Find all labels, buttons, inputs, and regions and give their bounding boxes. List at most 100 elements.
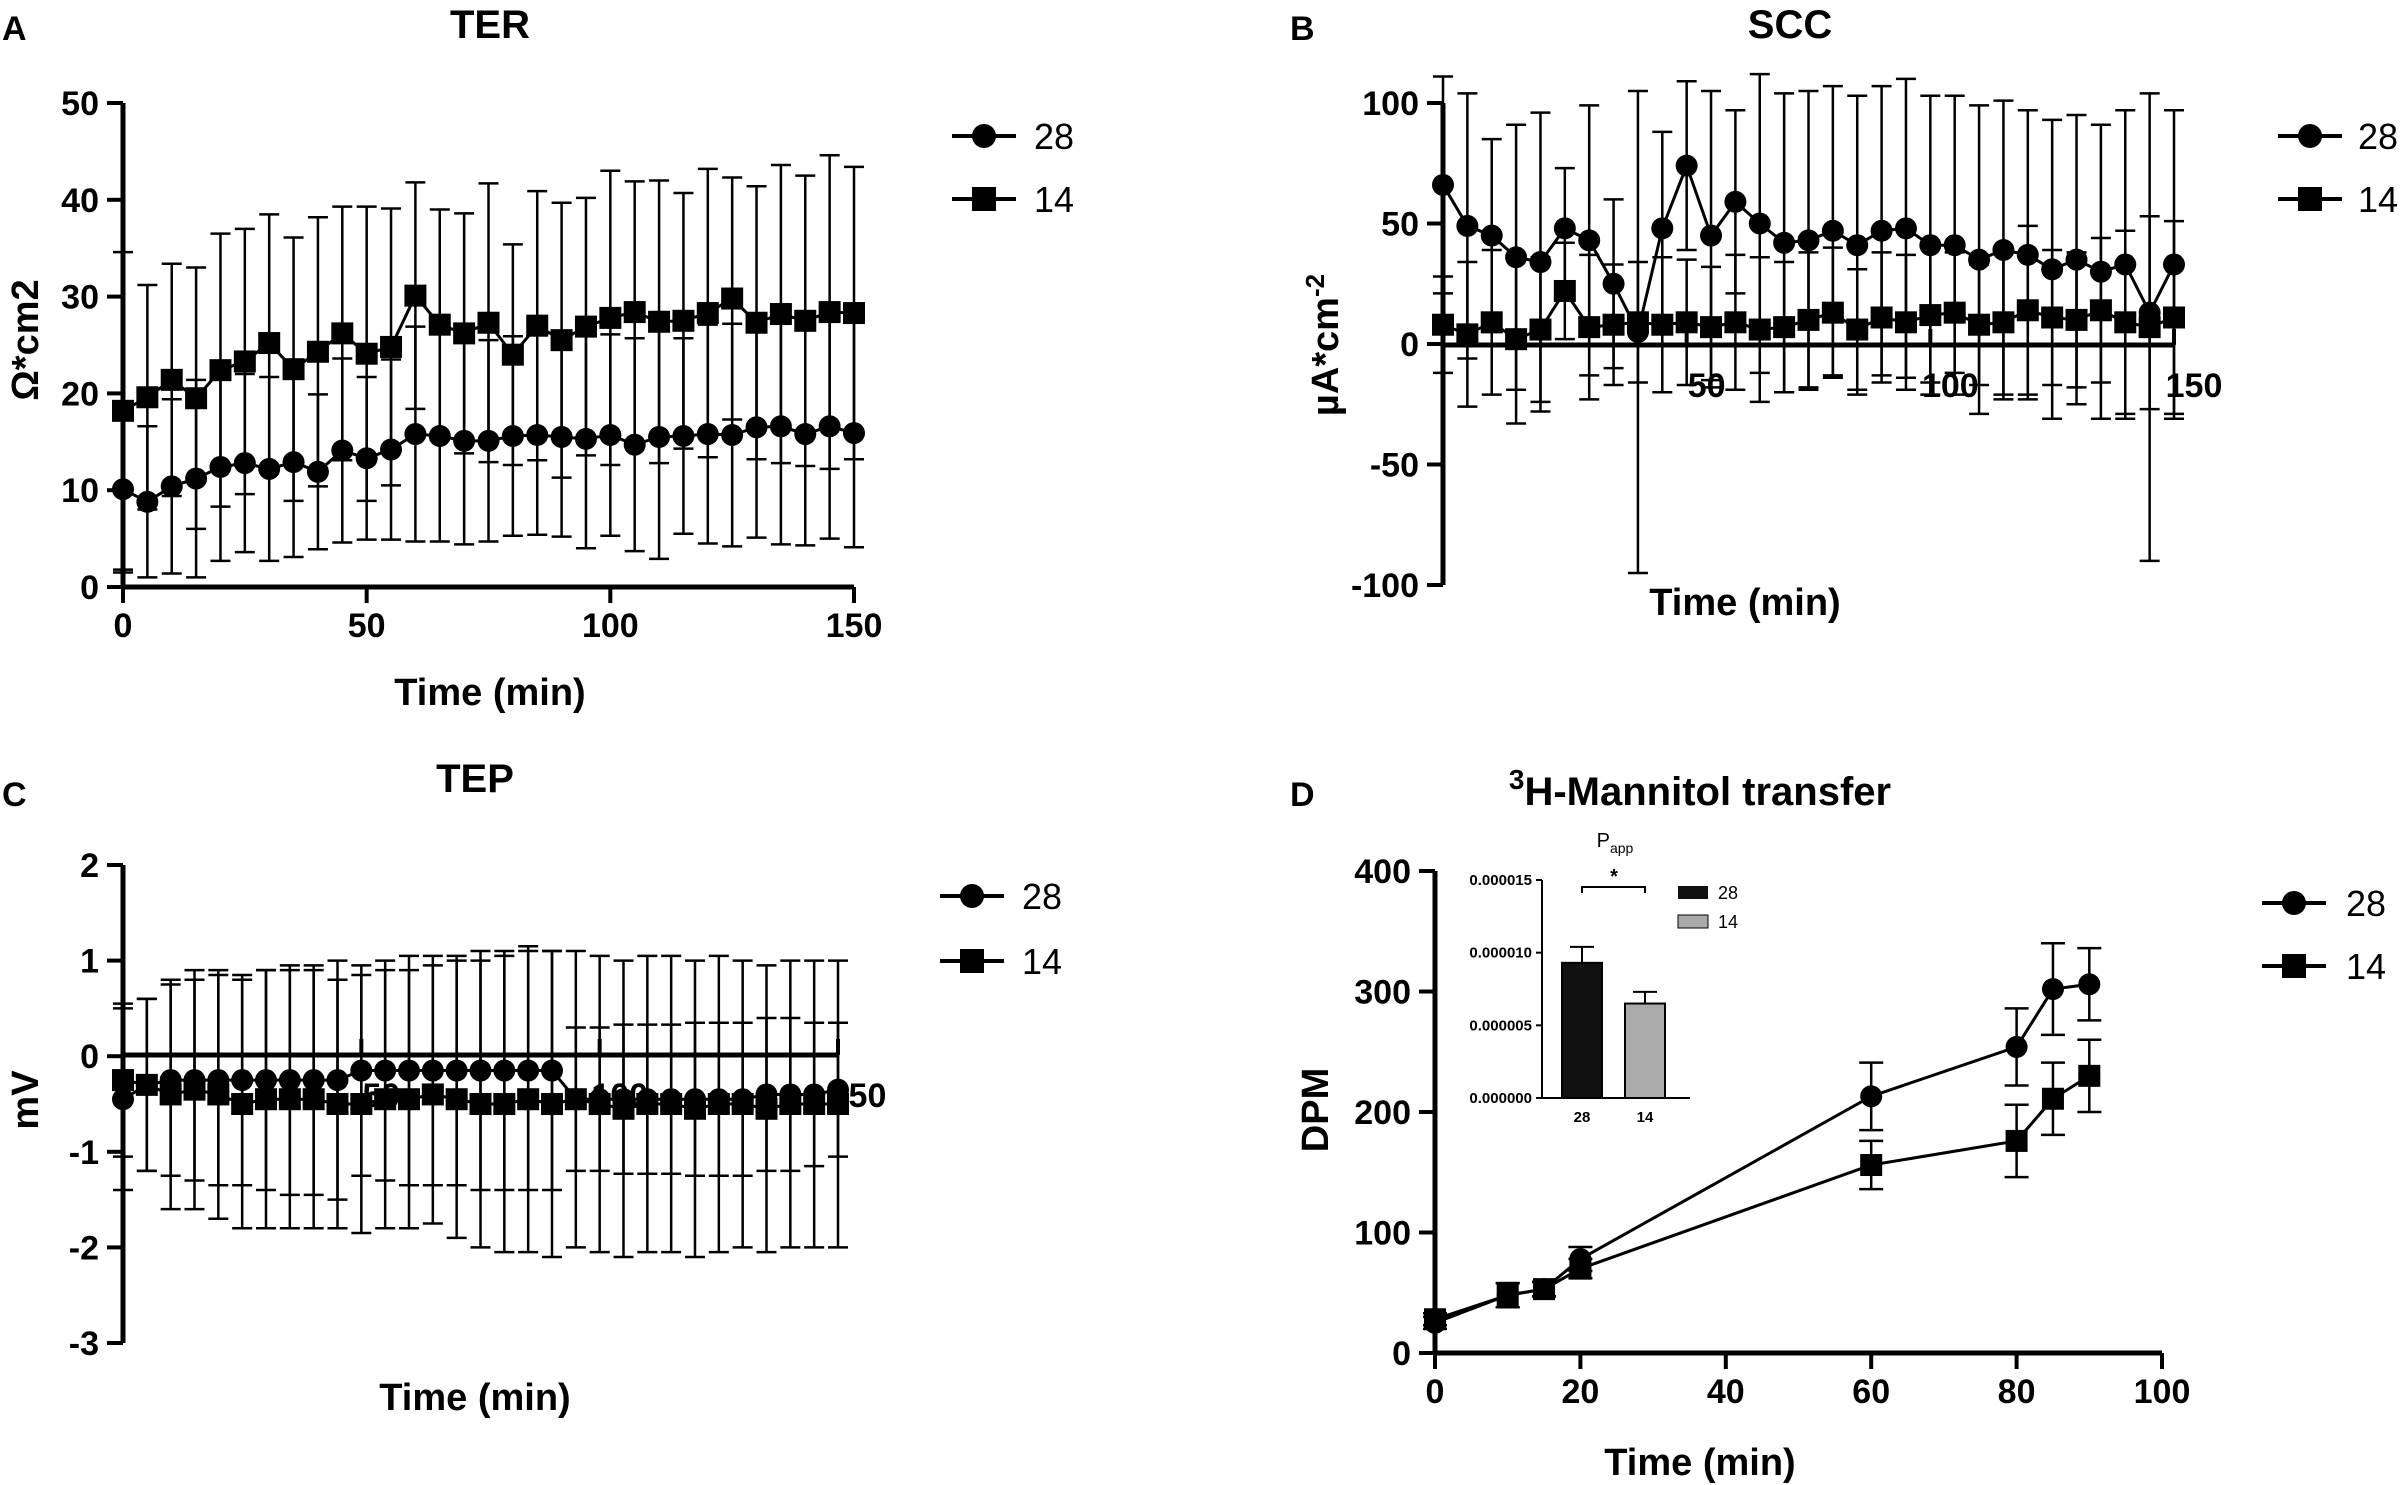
data-point-14 — [1529, 318, 1552, 341]
legend-marker-14 — [960, 949, 984, 973]
data-point-14 — [2089, 299, 2112, 322]
data-point-28 — [282, 451, 305, 474]
x-axis-label: Time (min) — [1604, 1442, 1795, 1484]
data-point-28 — [1992, 239, 2015, 262]
data-point-28 — [574, 427, 597, 450]
data-point-14 — [1569, 1257, 1592, 1280]
data-point-14 — [1456, 323, 1479, 346]
inset-significance: * — [1581, 866, 1646, 893]
x-tick-label: 100 — [582, 607, 639, 645]
data-point-28 — [1894, 217, 1917, 240]
y-tick-label: -100 — [1351, 567, 1419, 605]
chart-title-ter: TER — [450, 3, 530, 47]
data-point-14 — [1894, 311, 1917, 334]
data-point-28 — [160, 475, 183, 498]
x-tick-label: 50 — [348, 607, 386, 645]
data-point-14 — [1602, 313, 1625, 336]
significance-star: * — [1610, 866, 1618, 888]
inset-title-sub: app — [1610, 840, 1634, 856]
legend-label-28: 28 — [2346, 883, 2386, 924]
legend-label-28: 28 — [1022, 876, 1062, 917]
data-point-14 — [1943, 301, 1966, 324]
inset-y-tick-label: 0.000000 — [1469, 1090, 1532, 1107]
data-point-28 — [1919, 234, 1942, 257]
data-point-14 — [302, 1088, 325, 1111]
data-point-14 — [469, 1093, 492, 1115]
inset-legend-label-28: 28 — [1718, 883, 1738, 903]
data-point-28 — [1821, 219, 1844, 242]
inset-y-tick-label: 0.000010 — [1469, 945, 1532, 962]
y-tick-label: 100 — [1362, 85, 1419, 123]
data-point-28 — [1553, 217, 1576, 240]
data-point-14 — [493, 1093, 516, 1115]
data-point-14 — [1553, 279, 1576, 302]
panel-mannitol: D 3H-Mannitol transfer 0 100 200 300 400 0 20 4… — [1290, 764, 2386, 1484]
y-tick-label: 20 — [61, 375, 99, 413]
data-point-14 — [707, 1093, 730, 1115]
data-point-14 — [2016, 299, 2039, 322]
data-point-28 — [599, 424, 622, 447]
inset-y-tick-label: 0.000005 — [1469, 1017, 1532, 1034]
data-point-14 — [183, 1078, 206, 1101]
data-point-28 — [843, 422, 865, 445]
data-point-28 — [355, 447, 378, 470]
data-point-14 — [588, 1093, 611, 1115]
data-point-28 — [2005, 1035, 2028, 1058]
data-point-14 — [445, 1088, 468, 1111]
inset-x-tick-label: 28 — [1574, 1109, 1591, 1126]
data-point-14 — [350, 1093, 373, 1115]
data-point-28 — [2065, 248, 2088, 271]
inset-bar-28 — [1561, 961, 1603, 1100]
inset-error-bar-14 — [1633, 990, 1657, 1004]
data-point-14 — [1496, 1284, 1519, 1307]
data-point-14 — [233, 350, 256, 373]
data-point-28 — [1773, 231, 1796, 254]
data-point-28 — [1529, 251, 1552, 274]
data-point-14 — [574, 315, 597, 338]
data-point-14 — [374, 1088, 397, 1111]
data-point-28 — [1797, 229, 1820, 252]
data-point-14 — [421, 1083, 444, 1106]
data-point-28 — [2089, 260, 2112, 283]
data-point-14 — [648, 310, 671, 333]
data-point-28 — [541, 1059, 563, 1082]
chart-title-main: H-Mannitol transfer — [1524, 770, 1891, 814]
panel-scc: B SCC -100 -50 0 50 100 50 100 150 Time (min) µ… — [1290, 3, 2398, 624]
data-point-14 — [803, 1093, 826, 1115]
data-point-28 — [306, 460, 329, 483]
legend-label-14: 14 — [2346, 946, 2386, 987]
inset-legend-swatch-14 — [1677, 914, 1709, 929]
y-tick-label: 40 — [61, 182, 99, 220]
data-point-14 — [159, 1083, 182, 1106]
y-tick-label: 300 — [1354, 974, 1411, 1012]
x-tick-label: 150 — [830, 1077, 887, 1115]
data-point-28 — [326, 1069, 349, 1092]
data-point-14 — [745, 311, 768, 334]
inset-title-main: P — [1597, 830, 1610, 852]
chart-title-mannitol: 3H-Mannitol transfer — [1509, 764, 1891, 814]
data-point-28 — [2114, 253, 2137, 276]
data-point-28 — [1724, 190, 1747, 213]
data-point-28 — [526, 424, 549, 447]
y-tick-label: 100 — [1354, 1215, 1411, 1253]
data-point-28 — [477, 429, 500, 452]
y-tick-label: 1 — [80, 943, 99, 981]
data-point-14 — [1870, 306, 1893, 329]
legend-marker-28 — [960, 884, 984, 908]
data-point-14 — [160, 368, 183, 391]
data-point-14 — [636, 1093, 659, 1115]
data-point-28 — [331, 439, 354, 462]
data-point-14 — [550, 329, 573, 352]
y-tick-label: 0 — [1400, 326, 1419, 364]
data-point-14 — [2041, 306, 2064, 329]
y-axis-label: DPM — [1295, 1068, 1337, 1152]
data-point-28 — [818, 415, 841, 438]
data-point-14 — [672, 309, 695, 332]
data-point-14 — [1748, 318, 1771, 341]
data-point-14 — [1480, 311, 1503, 334]
data-point-14 — [207, 1083, 230, 1106]
data-point-28 — [255, 1069, 277, 1092]
data-point-28 — [453, 429, 476, 452]
data-point-14 — [2078, 1064, 2101, 1087]
data-point-28 — [696, 423, 719, 446]
